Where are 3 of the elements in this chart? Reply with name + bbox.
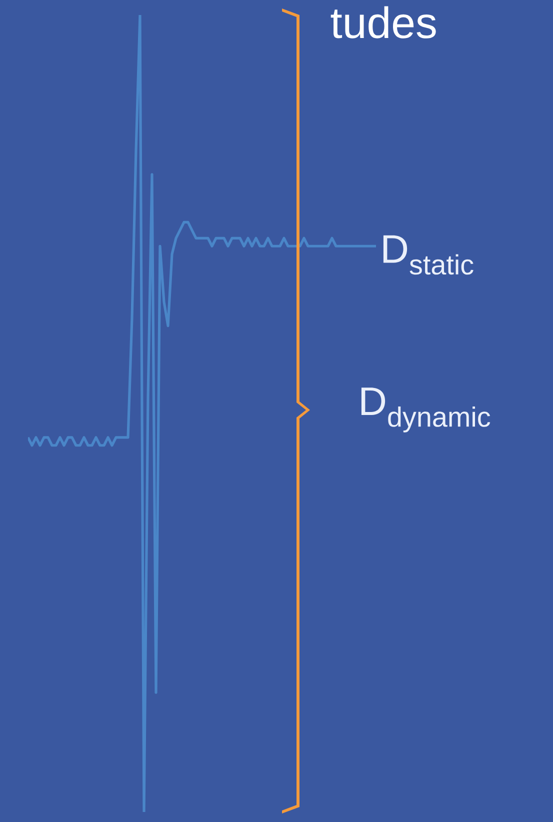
text: D$_{static}$: [383, 235, 474, 275]
annotation: D$_{dynamic}$: [361, 388, 490, 432]
chart-title: tudes: [330, 6, 436, 38]
